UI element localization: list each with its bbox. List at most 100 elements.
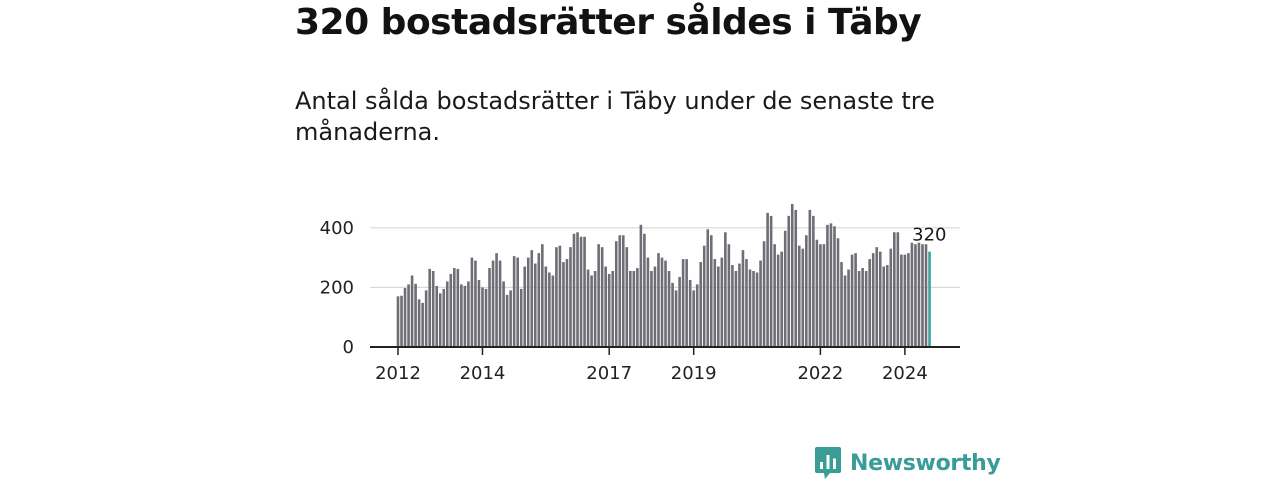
bar bbox=[607, 273, 611, 347]
bar bbox=[780, 251, 783, 347]
labels: 0 200 400 2012 2014 2017 2019 2022 2024 320 bbox=[320, 218, 947, 384]
bar bbox=[678, 276, 681, 347]
bar bbox=[685, 259, 688, 347]
brand-logo[interactable]: Newsworthy bbox=[814, 446, 1001, 480]
bar bbox=[674, 290, 678, 347]
bar bbox=[505, 294, 509, 347]
bar bbox=[636, 268, 639, 347]
bar bbox=[456, 268, 460, 347]
bar bbox=[671, 282, 674, 347]
bar bbox=[463, 285, 467, 347]
bar bbox=[840, 262, 843, 347]
bar bbox=[755, 272, 759, 347]
bar bbox=[822, 244, 826, 347]
bar bbox=[664, 260, 667, 347]
bar bbox=[576, 232, 579, 347]
bar bbox=[826, 224, 829, 347]
bar bbox=[431, 271, 435, 347]
bar bbox=[731, 265, 734, 347]
bar bbox=[600, 247, 604, 347]
bar bbox=[833, 226, 836, 347]
bar bbox=[773, 244, 776, 347]
bar bbox=[657, 253, 660, 347]
bar bbox=[551, 275, 555, 347]
bar bbox=[885, 265, 889, 347]
bar bbox=[530, 250, 534, 347]
bar bbox=[428, 268, 431, 347]
bar bbox=[569, 247, 572, 347]
bar bbox=[843, 275, 847, 347]
bar bbox=[512, 256, 516, 347]
bar bbox=[555, 247, 558, 347]
bar bbox=[579, 236, 583, 347]
page-title: 320 bostadsrätter såldes i Täby bbox=[295, 2, 922, 43]
bar bbox=[812, 215, 815, 347]
bar bbox=[417, 299, 421, 347]
bar bbox=[544, 266, 548, 347]
bar bbox=[604, 266, 607, 347]
bar bbox=[688, 279, 692, 347]
bar bbox=[903, 254, 907, 347]
bar bbox=[650, 271, 653, 347]
bar bbox=[639, 224, 643, 347]
bar bbox=[850, 254, 854, 347]
bar bbox=[713, 259, 717, 347]
bar bbox=[762, 241, 766, 347]
bar bbox=[720, 257, 724, 347]
bar bbox=[488, 268, 491, 347]
bar bbox=[857, 271, 861, 347]
bar bbox=[435, 285, 439, 347]
bar bbox=[414, 283, 417, 347]
bar bbox=[477, 279, 481, 347]
bar bbox=[692, 290, 695, 347]
bars bbox=[396, 203, 931, 347]
bar bbox=[766, 212, 769, 347]
bar bbox=[403, 288, 407, 347]
bar bbox=[893, 232, 896, 347]
bar bbox=[878, 251, 882, 347]
bar bbox=[445, 281, 449, 347]
bar bbox=[741, 250, 745, 347]
bar bbox=[467, 281, 470, 347]
bar bbox=[787, 215, 791, 347]
bar bbox=[724, 232, 727, 347]
bar bbox=[861, 268, 864, 347]
bar bbox=[882, 266, 886, 347]
x-tick-label: 2019 bbox=[671, 363, 717, 384]
bar bbox=[776, 254, 780, 347]
y-tick-label: 400 bbox=[320, 218, 354, 239]
bar bbox=[709, 235, 713, 347]
bar bbox=[572, 233, 576, 347]
bar bbox=[614, 241, 618, 347]
bar bbox=[481, 287, 484, 347]
bar bbox=[667, 271, 671, 347]
bar bbox=[752, 271, 755, 347]
bar bbox=[593, 271, 597, 347]
bar bbox=[921, 244, 924, 347]
x-tick-label: 2012 bbox=[375, 363, 421, 384]
bar bbox=[519, 288, 523, 347]
bar bbox=[629, 271, 632, 347]
bar-highlight bbox=[928, 251, 931, 347]
brand-name: Newsworthy bbox=[850, 450, 1001, 476]
bar bbox=[643, 233, 646, 347]
bar bbox=[474, 260, 477, 347]
bar bbox=[495, 253, 498, 347]
x-tick-label: 2024 bbox=[882, 363, 928, 384]
bar bbox=[924, 244, 928, 347]
bar bbox=[681, 259, 685, 347]
bar bbox=[660, 257, 664, 347]
bar bbox=[805, 235, 808, 347]
bar bbox=[453, 268, 456, 347]
bar bbox=[864, 271, 868, 347]
bar bbox=[625, 247, 629, 347]
bar bbox=[548, 272, 551, 347]
bar bbox=[702, 245, 706, 347]
bar bbox=[611, 271, 615, 347]
bar bbox=[907, 253, 910, 347]
bar bbox=[421, 302, 424, 347]
bar bbox=[646, 257, 650, 347]
y-tick-label: 200 bbox=[320, 277, 354, 298]
bar bbox=[484, 288, 488, 347]
